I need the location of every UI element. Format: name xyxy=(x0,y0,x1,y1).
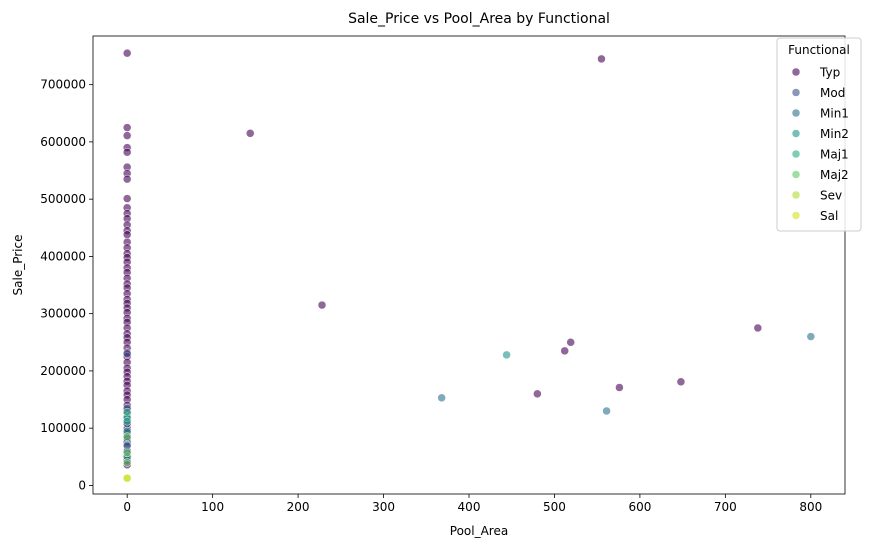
data-point xyxy=(502,350,511,360)
x-tick-label: 400 xyxy=(458,500,481,514)
y-axis: 0 100000 200000 300000 400000 500000 600000 700… xyxy=(40,78,93,492)
data-point xyxy=(122,432,132,441)
x-tick-label: 500 xyxy=(543,500,566,514)
y-tick-label: 700000 xyxy=(40,78,86,92)
y-tick-label: 200000 xyxy=(40,364,86,378)
legend-label: Sal xyxy=(820,209,838,223)
data-point xyxy=(560,346,569,356)
legend-title: Functional xyxy=(788,43,850,57)
legend-marker xyxy=(791,190,801,200)
legend-label: Typ xyxy=(819,66,840,80)
x-tick-label: 800 xyxy=(799,500,822,514)
legend-marker xyxy=(791,108,801,118)
data-point xyxy=(245,129,255,138)
data-point xyxy=(122,131,132,140)
y-tick-label: 100000 xyxy=(40,421,86,435)
data-point xyxy=(122,147,132,157)
legend-frame xyxy=(776,37,862,232)
legend-label: Maj1 xyxy=(820,148,849,162)
data-point xyxy=(122,123,132,132)
data-point xyxy=(122,448,132,458)
legend-label: Sev xyxy=(820,189,842,203)
y-tick-label: 600000 xyxy=(40,135,86,149)
data-point xyxy=(676,377,686,387)
data-point xyxy=(122,48,132,58)
legend-label: Mod xyxy=(820,86,845,100)
data-point xyxy=(122,441,132,450)
legend-entries: Typ Mod Min1 Min2 Maj1 Maj2 Sev Sal xyxy=(791,66,849,223)
x-axis: 0 100 200 300 400 500 600 700 800 xyxy=(123,494,822,514)
legend-label: Min1 xyxy=(820,107,849,121)
legend-marker xyxy=(791,67,801,77)
data-point xyxy=(753,323,763,333)
data-point xyxy=(615,383,624,392)
data-point xyxy=(533,389,542,399)
x-tick-label: 100 xyxy=(201,500,224,514)
data-point xyxy=(317,300,327,310)
data-point xyxy=(122,230,132,239)
chart-title: Sale_Price vs Pool_Area by Functional xyxy=(348,11,610,27)
legend-marker xyxy=(791,129,801,138)
x-tick-label: 200 xyxy=(287,500,310,514)
legend-label: Min2 xyxy=(820,127,849,141)
data-point xyxy=(122,474,132,483)
points-layer xyxy=(122,48,816,483)
legend-marker xyxy=(791,211,801,220)
x-axis-label: Pool_Area xyxy=(450,524,508,538)
data-point xyxy=(122,417,132,426)
data-point xyxy=(437,393,446,403)
x-tick-label: 0 xyxy=(123,500,131,514)
data-point xyxy=(602,406,611,416)
data-point xyxy=(566,338,575,347)
data-point xyxy=(122,407,132,417)
y-tick-label: 500000 xyxy=(40,192,86,206)
legend-marker xyxy=(791,88,801,97)
legend: Functional Typ Mod Min1 Min2 Maj1 Maj2 Sev Sal xyxy=(776,37,862,232)
data-point xyxy=(122,349,132,358)
legend-marker xyxy=(791,149,801,159)
y-tick-label: 0 xyxy=(78,478,86,492)
data-point xyxy=(597,54,606,64)
data-point xyxy=(122,174,132,184)
legend-label: Maj2 xyxy=(820,168,849,182)
y-tick-label: 300000 xyxy=(40,307,86,321)
plot-area xyxy=(92,35,846,495)
y-tick-label: 400000 xyxy=(40,249,86,263)
legend-marker xyxy=(791,170,801,179)
x-tick-label: 600 xyxy=(628,500,651,514)
y-axis-label: Sale_Price xyxy=(11,235,25,296)
x-tick-label: 700 xyxy=(714,500,737,514)
data-point xyxy=(122,194,132,203)
x-tick-label: 300 xyxy=(372,500,395,514)
data-point xyxy=(806,332,816,341)
data-point xyxy=(122,458,132,467)
